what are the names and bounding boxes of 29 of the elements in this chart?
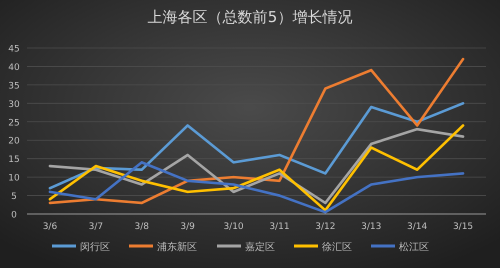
x-tick-label: 3/6 <box>42 222 58 232</box>
x-tick-label: 3/13 <box>361 222 382 232</box>
x-tick-label: 3/7 <box>88 222 104 232</box>
y-tick-label: 15 <box>8 155 20 166</box>
x-tick-label: 3/12 <box>315 222 336 232</box>
y-tick-label: 25 <box>8 118 20 128</box>
legend-label: 松江区 <box>399 241 429 253</box>
line-series <box>48 161 464 214</box>
y-tick-label: 35 <box>8 81 20 92</box>
x-tick-label: 3/14 <box>407 222 428 232</box>
line-series <box>48 102 464 190</box>
x-tick-label: 3/15 <box>452 222 474 232</box>
x-tick-label: 3/8 <box>134 222 150 232</box>
chart-title: 上海各区（总数前5）增长情况 <box>148 8 352 26</box>
legend-label: 浦东新区 <box>157 241 197 253</box>
y-tick-label: 0 <box>11 210 18 220</box>
x-tick-label: 3/10 <box>223 222 244 232</box>
y-tick-label: 30 <box>8 100 20 110</box>
y-tick-label: 45 <box>8 44 20 54</box>
line-series <box>48 58 464 204</box>
x-tick-label: 3/11 <box>269 222 290 232</box>
y-tick-label: 40 <box>8 62 20 73</box>
y-tick-label: 20 <box>8 136 20 147</box>
y-tick-label: 5 <box>11 192 17 202</box>
legend-label: 徐汇区 <box>322 241 352 253</box>
y-tick-label: 10 <box>8 174 20 184</box>
legend-label: 嘉定区 <box>245 241 275 253</box>
x-tick-label: 3/9 <box>180 222 196 232</box>
legend-label: 闵行区 <box>80 241 110 253</box>
